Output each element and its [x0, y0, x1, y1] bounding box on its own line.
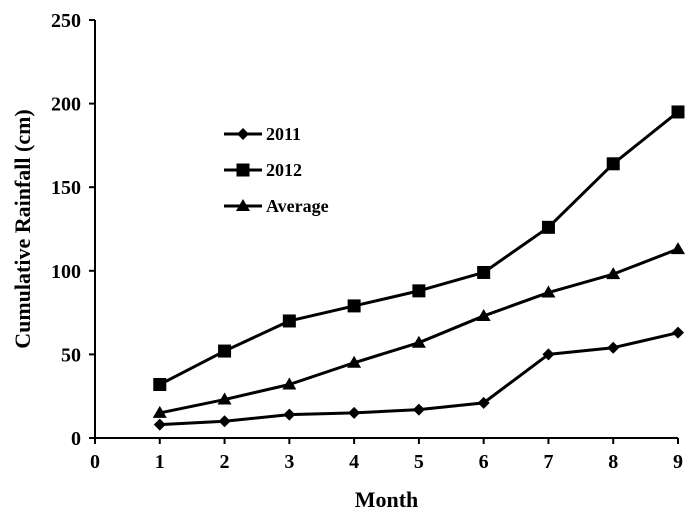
series-2011 — [153, 326, 684, 431]
series-layer — [152, 105, 685, 431]
data-point-average — [347, 355, 362, 368]
x-tick-label: 0 — [90, 451, 100, 473]
legend-label: 2012 — [266, 160, 302, 180]
data-point-2011 — [477, 396, 490, 409]
y-axis-title: Cumulative Rainfall (cm) — [10, 109, 35, 349]
data-point-2012 — [477, 265, 491, 279]
data-point-average — [541, 285, 556, 298]
legend: 2011 2012 Average — [224, 124, 329, 216]
data-point-2012 — [218, 344, 232, 358]
data-point-2012 — [606, 157, 620, 171]
data-point-2011 — [218, 415, 231, 428]
legend-label: 2011 — [266, 124, 301, 144]
data-point-average — [152, 405, 167, 418]
y-tick-label: 50 — [61, 344, 81, 366]
y-tick-label: 150 — [51, 177, 81, 199]
data-point-2011 — [153, 418, 166, 431]
y-tick-label: 100 — [51, 261, 81, 283]
legend-marker — [236, 199, 250, 211]
y-tick-label: 200 — [51, 94, 81, 116]
y-tick-label: 0 — [71, 428, 81, 450]
legend-item-average: Average — [224, 196, 329, 216]
x-tick-label: 5 — [414, 451, 424, 473]
series-average — [152, 242, 685, 418]
y-axis-ticks: 0 50 100 150 200 250 — [51, 10, 95, 450]
x-tick-label: 2 — [220, 451, 230, 473]
legend-marker — [237, 128, 249, 140]
data-point-2011 — [607, 341, 620, 354]
data-point-average — [606, 267, 621, 280]
data-point-2011 — [412, 403, 425, 416]
series-line-average — [159, 247, 679, 415]
x-axis-title: Month — [355, 487, 419, 512]
data-point-2012 — [282, 314, 296, 328]
legend-label: Average — [266, 196, 329, 216]
series-2012 — [153, 105, 685, 391]
legend-item-2011: 2011 — [224, 124, 301, 144]
data-point-average — [671, 242, 685, 255]
data-point-2011 — [672, 326, 684, 339]
data-point-average — [282, 377, 297, 390]
x-tick-label: 4 — [349, 451, 359, 473]
legend-item-2012: 2012 — [224, 160, 302, 180]
axes — [94, 20, 678, 439]
x-tick-label: 8 — [608, 451, 618, 473]
data-point-2012 — [541, 220, 555, 234]
x-axis-ticks: 0 1 2 3 4 5 6 7 8 9 — [90, 438, 683, 473]
x-tick-label: 6 — [479, 451, 489, 473]
data-point-2012 — [671, 105, 685, 119]
x-tick-label: 1 — [155, 451, 165, 473]
x-tick-label: 3 — [284, 451, 294, 473]
data-point-2011 — [348, 406, 361, 419]
x-tick-label: 9 — [673, 451, 683, 473]
data-point-2011 — [542, 348, 555, 361]
data-point-2012 — [347, 299, 361, 313]
data-point-2011 — [283, 408, 296, 421]
data-point-2012 — [153, 377, 167, 391]
data-point-average — [476, 308, 491, 321]
data-point-average — [411, 335, 426, 348]
x-tick-label: 7 — [543, 451, 553, 473]
legend-marker — [236, 163, 250, 177]
y-tick-label: 250 — [51, 10, 81, 32]
data-point-average — [217, 392, 232, 405]
data-point-2012 — [412, 284, 426, 298]
